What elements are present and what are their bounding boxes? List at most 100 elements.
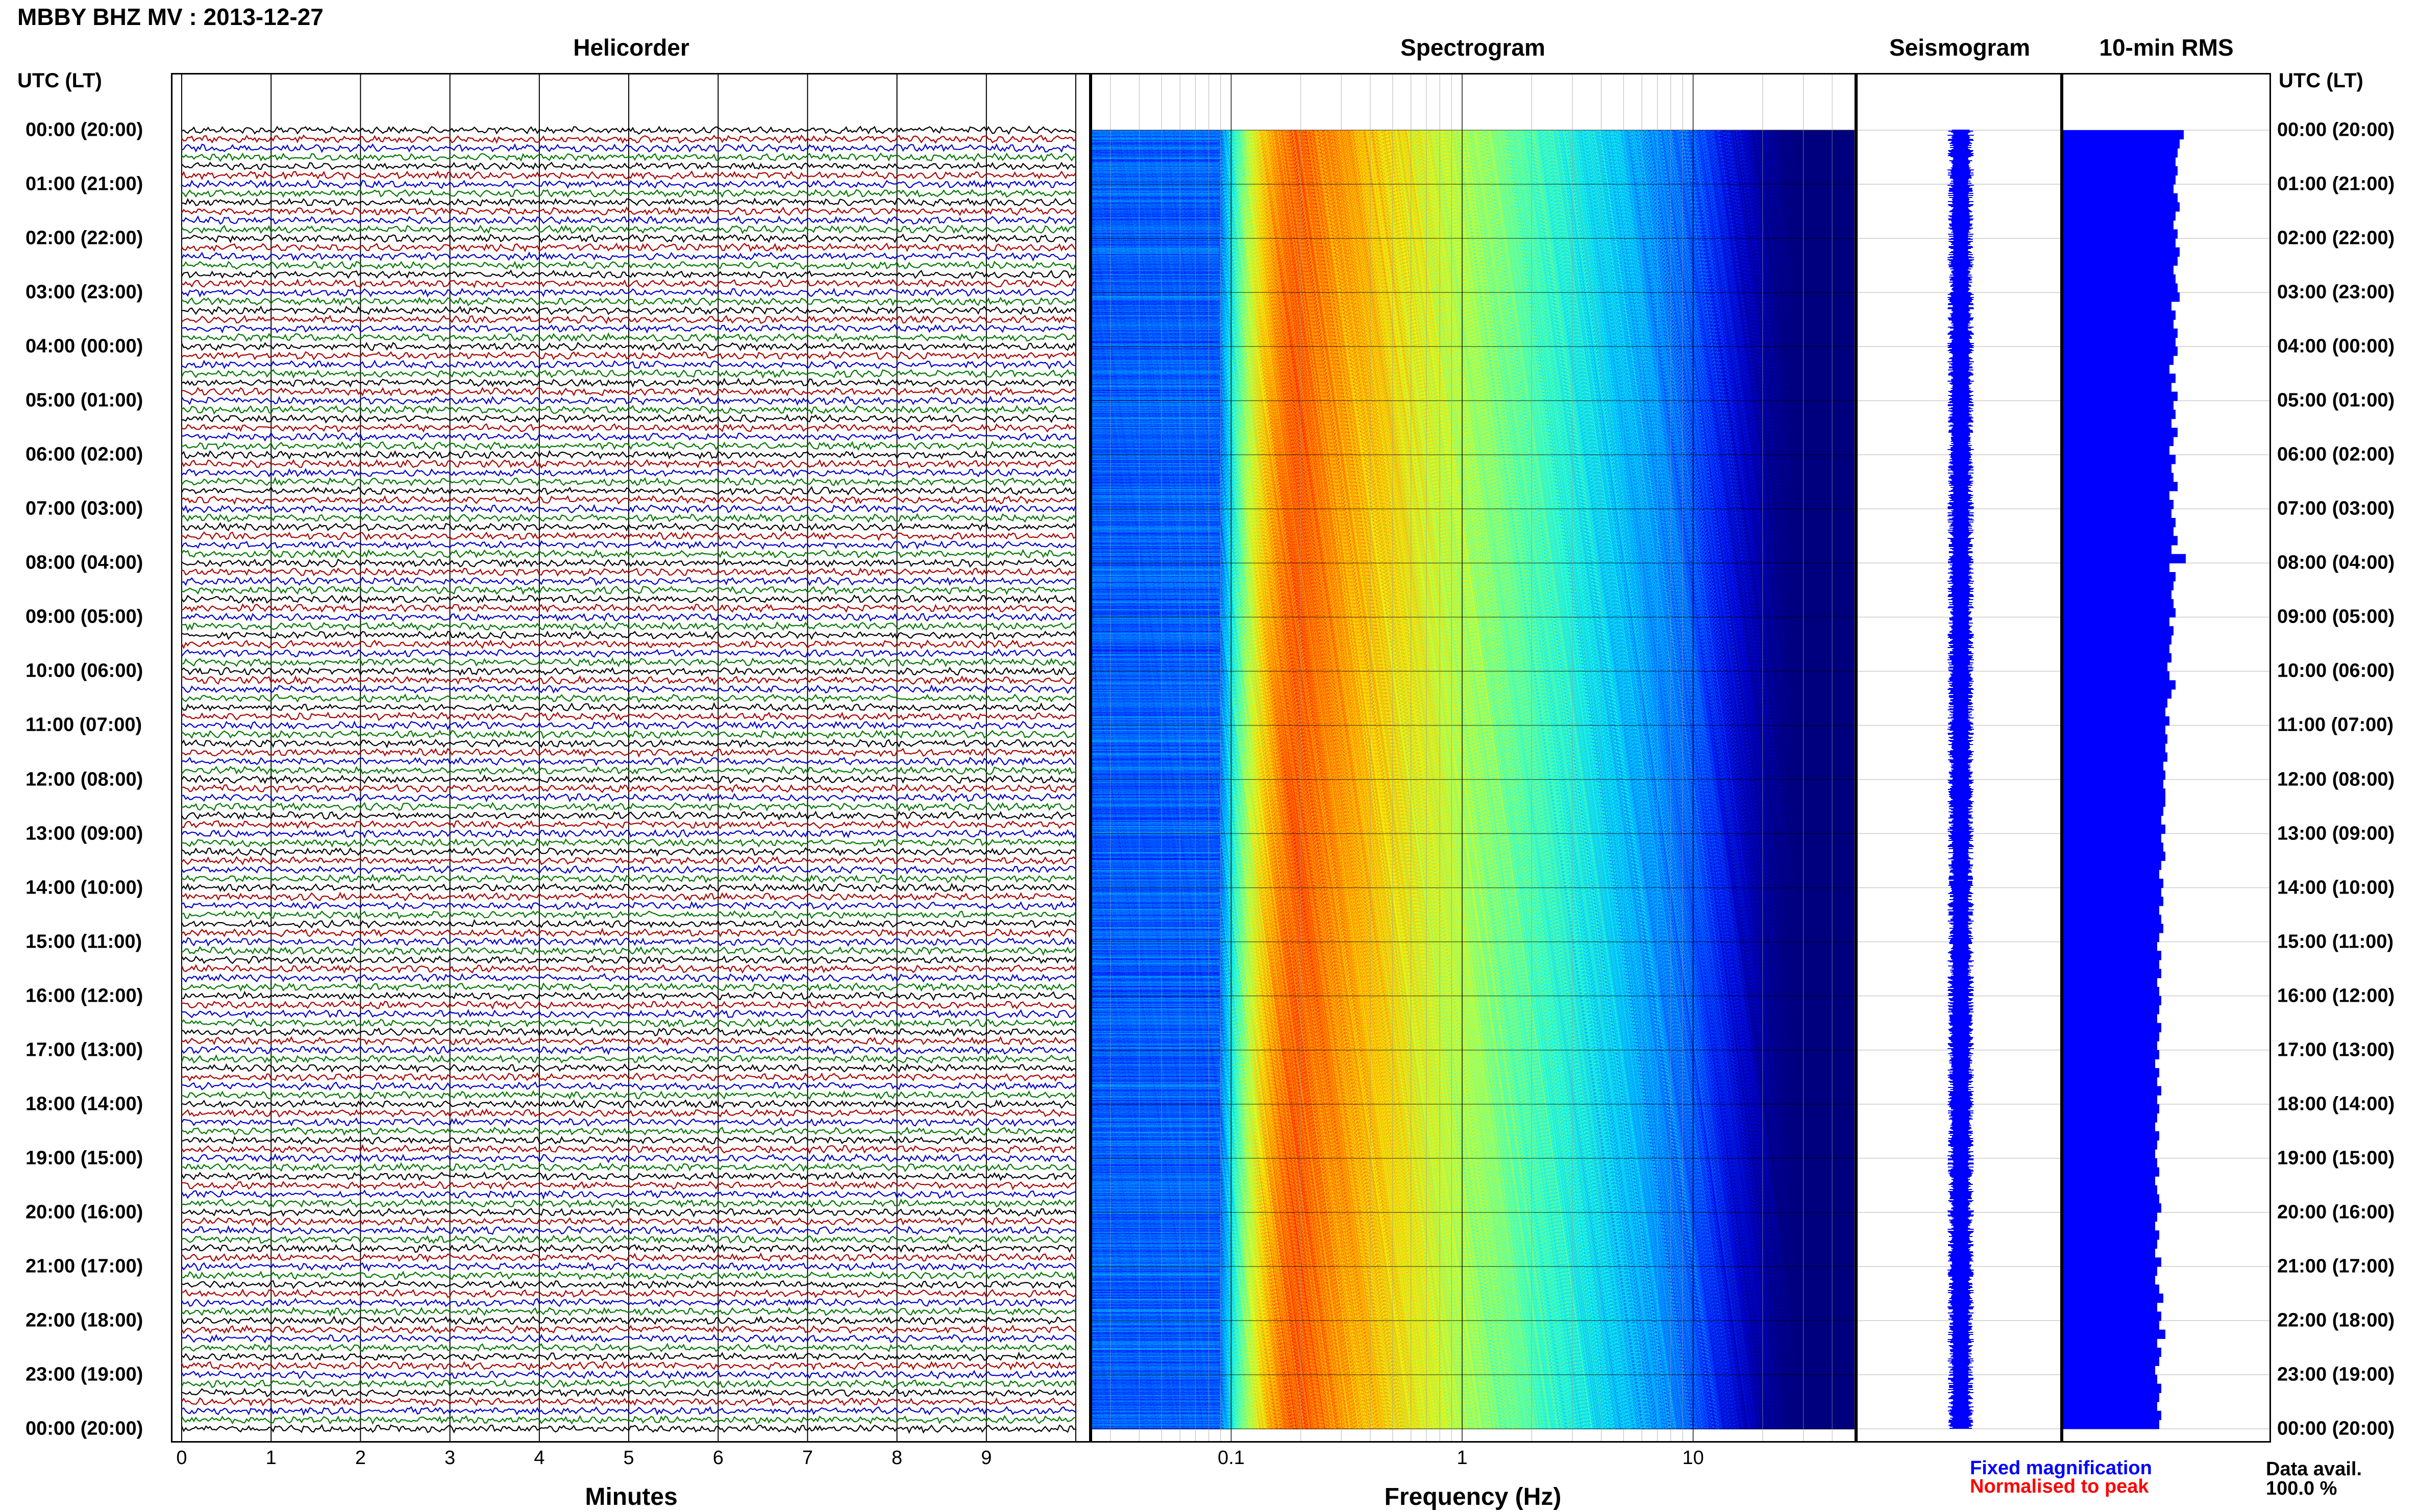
rms-bar xyxy=(2063,572,2176,582)
helicorder-trace xyxy=(182,1180,1076,1191)
rms-bar xyxy=(2063,887,2161,897)
frequency-tick-label: 1 xyxy=(1457,1447,1468,1469)
time-label-left: 02:00 (22:00) xyxy=(26,227,143,249)
helicorder-trace xyxy=(181,522,1076,532)
rms-bar xyxy=(2063,941,2157,951)
helicorder-trace xyxy=(181,810,1076,821)
helicorder-trace xyxy=(181,657,1077,667)
helicorder-trace xyxy=(181,720,1076,731)
helicorder-trace xyxy=(181,386,1076,396)
helicorder-trace xyxy=(181,982,1076,992)
time-label-left: 07:00 (03:00) xyxy=(26,498,143,519)
rms-bar xyxy=(2063,932,2159,943)
helicorder-trace xyxy=(181,414,1076,424)
rms-bar xyxy=(2063,797,2165,807)
rms-bar xyxy=(2063,527,2174,536)
time-label-right: 02:00 (22:00) xyxy=(2277,227,2395,249)
rms-bar xyxy=(2063,1347,2161,1357)
rms-bar xyxy=(2063,1275,2155,1285)
helicorder-trace xyxy=(181,1099,1076,1109)
time-label-right: 09:00 (05:00) xyxy=(2277,606,2395,628)
rms-bar xyxy=(2063,1221,2155,1231)
rms-bar xyxy=(2063,1329,2165,1339)
time-label-right: 19:00 (15:00) xyxy=(2277,1147,2395,1169)
time-label-left: 14:00 (10:00) xyxy=(26,877,143,899)
helicorder-trace xyxy=(181,540,1076,551)
rms-bar xyxy=(2063,482,2178,491)
time-label-right: 05:00 (01:00) xyxy=(2277,389,2395,411)
time-label-left: 03:00 (23:00) xyxy=(26,281,143,303)
spectrogram-panel xyxy=(1091,73,1856,1443)
data-avail-label: Data avail. xyxy=(2266,1458,2362,1480)
helicorder-trace xyxy=(181,305,1076,315)
helicorder-trace xyxy=(181,296,1076,307)
minutes-tick-label: 4 xyxy=(534,1447,545,1469)
helicorder-trace xyxy=(181,756,1076,766)
rms-bar xyxy=(2063,1212,2157,1222)
helicorder-trace xyxy=(181,251,1076,262)
rms-bar xyxy=(2063,509,2171,518)
rms-bar xyxy=(2063,301,2171,311)
legend-normalised-to-peak: Normalised to peak xyxy=(1970,1476,2149,1497)
legend-fixed-magnification: Fixed magnification xyxy=(1970,1457,2152,1479)
rms-bar xyxy=(2063,860,2161,870)
helicorder-trace xyxy=(181,990,1076,1001)
rms-bar xyxy=(2063,644,2169,654)
helicorder-trace xyxy=(181,856,1076,866)
helicorder-trace xyxy=(181,477,1076,487)
rms-bar xyxy=(2063,139,2180,148)
helicorder-trace xyxy=(181,666,1076,677)
data-avail-value: 100.0 % xyxy=(2266,1478,2337,1499)
rms-bar xyxy=(2063,130,2184,140)
helicorder-trace xyxy=(181,847,1076,857)
rms-bar xyxy=(2063,274,2176,284)
helicorder-trace xyxy=(181,125,1076,135)
rms-bar xyxy=(2063,1086,2161,1096)
rms-panel xyxy=(2062,73,2271,1443)
rms-bar xyxy=(2063,1140,2157,1150)
helicorder-trace xyxy=(181,341,1076,352)
helicorder-trace xyxy=(181,1298,1076,1307)
helicorder-trace xyxy=(181,882,1076,893)
rms-bar xyxy=(2063,815,2161,825)
time-label-left: 11:00 (07:00) xyxy=(26,714,142,736)
rms-bar xyxy=(2063,418,2171,428)
helicorder-trace xyxy=(181,594,1076,605)
rms-bar xyxy=(2063,1068,2159,1078)
rms-bar xyxy=(2063,166,2178,176)
minutes-tick-label: 6 xyxy=(712,1447,724,1469)
helicorder-trace xyxy=(181,1351,1076,1361)
helicorder-trace xyxy=(181,314,1076,325)
helicorder-trace xyxy=(181,1108,1076,1118)
rms-bar xyxy=(2063,1104,2159,1114)
helicorder-trace xyxy=(181,143,1076,154)
rms-bar xyxy=(2063,1266,2157,1276)
minutes-tick-label: 3 xyxy=(445,1447,456,1469)
rms-bar xyxy=(2063,148,2178,158)
rms-bar xyxy=(2063,157,2176,167)
helicorder-trace xyxy=(181,1171,1076,1181)
time-label-right: 20:00 (16:00) xyxy=(2277,1201,2395,1223)
helicorder-trace xyxy=(181,774,1077,784)
helicorder-trace xyxy=(181,1036,1076,1047)
rms-bar xyxy=(2063,1050,2159,1059)
rms-bar xyxy=(2063,969,2161,978)
helicorder-trace xyxy=(181,784,1076,794)
helicorder-trace xyxy=(181,693,1076,704)
helicorder-trace xyxy=(181,1081,1076,1091)
helicorder-trace xyxy=(181,730,1076,739)
rms-bar xyxy=(2063,617,2169,627)
seismogram-title: Seismogram xyxy=(1889,34,2031,61)
rms-bar xyxy=(2063,247,2180,257)
helicorder-trace xyxy=(181,549,1076,559)
rms-bar xyxy=(2063,734,2167,744)
time-label-right: 15:00 (11:00) xyxy=(2277,931,2394,953)
helicorder-trace xyxy=(181,567,1076,577)
rms-bar xyxy=(2063,184,2174,194)
chart-title: MBBY BHZ MV : 2013-12-27 xyxy=(17,4,324,30)
helicorder-trace xyxy=(181,188,1076,198)
helicorder-trace xyxy=(181,332,1076,342)
helicorder-trace xyxy=(181,973,1076,983)
helicorder-trace xyxy=(181,937,1076,947)
rms-bar xyxy=(2063,328,2178,338)
